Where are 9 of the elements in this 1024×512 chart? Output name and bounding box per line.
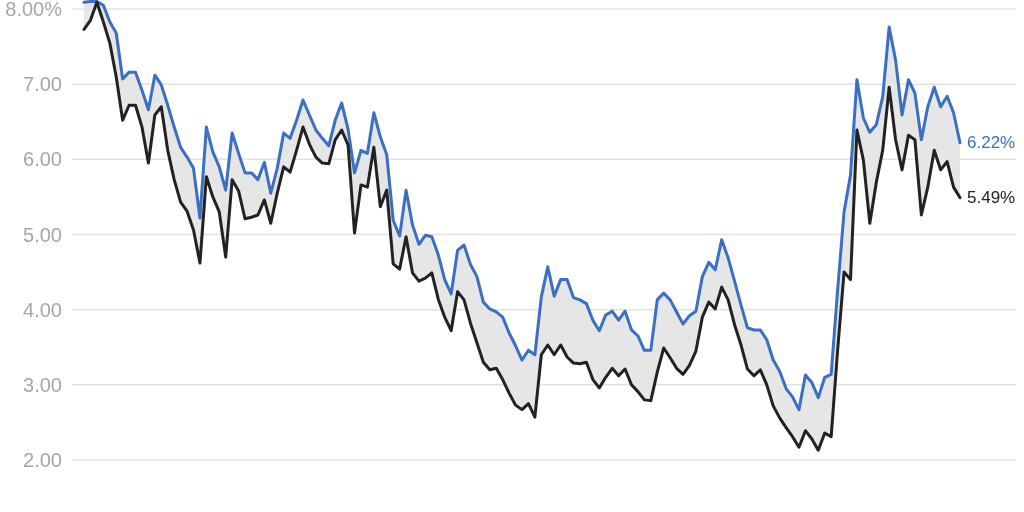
y-tick-label: 2.00 [23, 449, 62, 471]
text: 6.22% [967, 133, 1016, 153]
y-tick-label: 4.00 [23, 298, 62, 321]
y-tick-label: 3.00 [23, 373, 62, 396]
y-tick-label: 6.00 [23, 148, 62, 171]
text: 5.49% [967, 188, 1016, 208]
y-tick-label: 5.00 [23, 223, 62, 246]
y-tick-label: 8.00% [5, 0, 63, 21]
y-tick-label: 7.00 [23, 73, 62, 96]
